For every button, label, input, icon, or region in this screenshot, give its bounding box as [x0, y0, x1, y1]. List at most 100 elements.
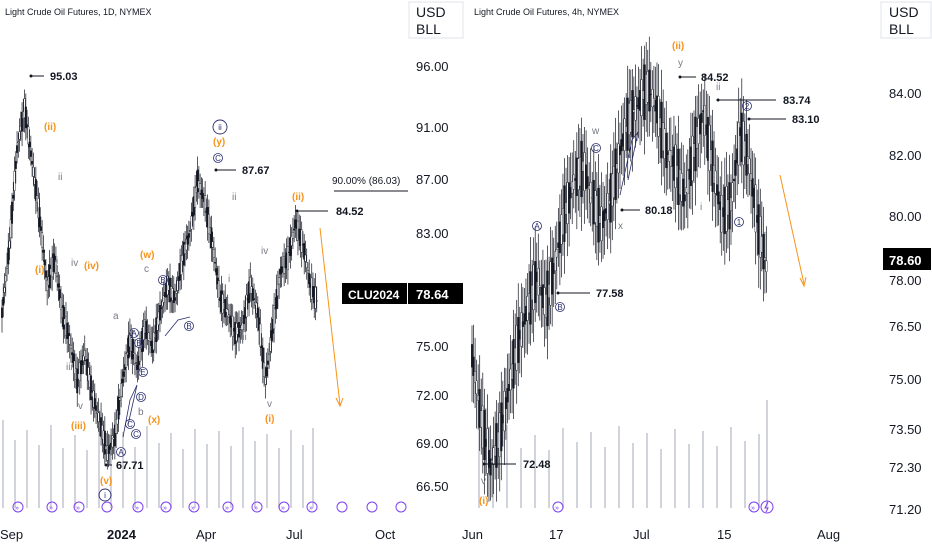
candle-body: [737, 122, 740, 166]
candle-body: [734, 160, 737, 176]
candle-body: [763, 257, 766, 261]
right-wave-labels: (ii) (i) y w x ii i v A B C 1 2: [479, 41, 752, 507]
event-icon[interactable]: [251, 501, 263, 513]
right-x-axis: Jun 17 Jul 15 Aug: [462, 527, 840, 542]
wave-label: A: [118, 448, 124, 457]
event-icon[interactable]: [160, 501, 172, 513]
event-icon[interactable]: [73, 501, 85, 513]
event-icon[interactable]: [336, 501, 348, 513]
x-tick-jul: Jul: [633, 527, 650, 542]
marker-dot: [716, 98, 720, 102]
candle-body: [4, 275, 7, 282]
volume-bar: [2, 420, 4, 508]
candle-body: [703, 105, 706, 136]
wave-label: 1: [737, 218, 742, 227]
candle-body: [2, 297, 5, 306]
candle-body: [187, 233, 190, 238]
x-tick-jun: Jun: [462, 527, 483, 542]
candle-body: [185, 238, 188, 251]
event-icon[interactable]: [306, 501, 318, 513]
event-icon[interactable]: [188, 501, 200, 513]
wave-label: (i): [35, 265, 44, 276]
candle-body: [315, 300, 318, 302]
candle-body: [21, 112, 24, 132]
event-icon[interactable]: [132, 501, 144, 513]
projection-arrow-line: [779, 174, 805, 285]
marker-dot: [295, 209, 299, 213]
candle-body: [506, 388, 509, 403]
wave-label: C: [215, 154, 221, 163]
circle-label-ring: [184, 321, 194, 331]
candle-body: [648, 69, 651, 112]
candle-body: [286, 246, 289, 270]
candle-body: [500, 402, 503, 452]
event-icon[interactable]: [222, 501, 234, 513]
candle-body: [176, 280, 179, 291]
candle-body: [224, 299, 227, 318]
price-badge-bg: [408, 283, 463, 304]
candle-body: [39, 226, 42, 231]
candle-body: [682, 178, 685, 207]
event-icon-glyph: »: [191, 505, 195, 512]
volume-bar: [660, 449, 662, 508]
candle-body: [160, 307, 163, 310]
event-icon-glyph: »: [76, 505, 80, 512]
wave-label: (w): [140, 250, 154, 261]
candle-body: [24, 106, 27, 128]
candle-body: [517, 317, 520, 363]
volume-bar: [576, 442, 578, 508]
candle-body: [207, 214, 210, 235]
circle-label-ring: [129, 328, 139, 338]
candle-body: [478, 389, 481, 428]
event-icon[interactable]: [12, 501, 24, 513]
volume-bar: [266, 434, 268, 508]
candle-body: [686, 170, 689, 194]
volume-bar: [604, 447, 606, 508]
event-icon[interactable]: [46, 501, 58, 513]
left-candles: [1, 89, 318, 470]
navy-circled-labels: A B C D E A B C ii i B: [98, 119, 228, 502]
x-tick-jul: Jul: [286, 527, 303, 542]
wave-label: 2: [745, 102, 750, 111]
candle-body: [122, 371, 125, 377]
lightning-event-icon[interactable]: [760, 500, 774, 514]
candle-body: [276, 283, 279, 297]
candle-body: [158, 305, 161, 321]
circle-label-ring: [591, 143, 601, 153]
volume-bar: [744, 441, 746, 508]
candle-body: [314, 287, 317, 309]
candle-body: [731, 182, 734, 202]
unit-line-2: BLL: [889, 21, 914, 37]
event-icon[interactable]: [101, 501, 113, 513]
candle-body: [699, 114, 702, 135]
left-x-axis: Sep 2024 Apr Jul Oct: [0, 527, 396, 542]
candle-body: [147, 332, 150, 341]
volume-bar: [14, 440, 16, 508]
event-icon[interactable]: [748, 501, 760, 513]
event-icon[interactable]: [366, 501, 378, 513]
y-tick: 76.50: [889, 319, 922, 334]
event-icon[interactable]: [395, 501, 407, 513]
volume-bar: [716, 446, 718, 508]
y-tick: 71.20: [889, 502, 922, 517]
wave-label: A: [131, 329, 137, 338]
wave-triangle-line: [164, 316, 191, 337]
candle-body: [115, 419, 118, 434]
event-icon[interactable]: [552, 501, 564, 513]
wave-label: a: [113, 311, 119, 322]
volume-bar: [702, 431, 704, 508]
candle-body: [16, 145, 19, 153]
candle-body: [243, 315, 246, 325]
candle-body: [700, 112, 703, 123]
marker-high-84: 84.52: [336, 206, 364, 218]
candle-body: [58, 289, 61, 300]
candle-body: [136, 364, 139, 370]
candle-body: [691, 135, 694, 181]
y-tick: 83.00: [416, 226, 449, 241]
y-tick: 73.50: [889, 422, 922, 437]
projection-arrow-head: [799, 276, 807, 288]
circle-label-ring: [98, 488, 112, 502]
volume-bar: [590, 432, 592, 508]
event-icon[interactable]: [278, 501, 290, 513]
candle-body: [294, 219, 297, 229]
